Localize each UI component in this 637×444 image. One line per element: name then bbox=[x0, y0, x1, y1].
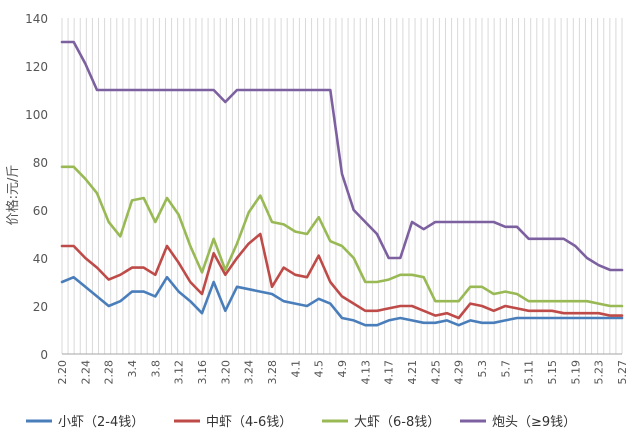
legend-label: 炮头（≥9钱） bbox=[492, 415, 576, 430]
x-tick-label: 4.17 bbox=[383, 360, 396, 385]
y-tick-label: 40 bbox=[33, 252, 48, 266]
y-tick-label: 140 bbox=[25, 12, 48, 26]
y-tick-label: 80 bbox=[33, 156, 48, 170]
series-layer bbox=[60, 40, 624, 327]
legend-item: 小虾（2-4钱） bbox=[26, 415, 144, 430]
x-tick-label: 3.24 bbox=[243, 360, 256, 385]
x-tick-label: 5.11 bbox=[523, 360, 536, 385]
x-tick-label: 3.12 bbox=[173, 360, 186, 385]
x-tick-label: 2.24 bbox=[79, 360, 92, 385]
x-tick-label: 3.16 bbox=[196, 360, 209, 385]
x-tick-labels: 2.20 2.24 2.28 3.4 3.8 3.12 3.16 3.20 3.24 3.28 4.… bbox=[56, 360, 629, 385]
legend: 小虾（2-4钱） 中虾（4-6钱） 大虾（6-8钱） 炮头（≥9钱） bbox=[26, 415, 576, 430]
x-tick-label: 4.9 bbox=[336, 360, 349, 378]
y-tick-label: 120 bbox=[25, 60, 48, 74]
x-tick-label: 4.29 bbox=[453, 360, 466, 385]
x-tick-label: 3.4 bbox=[126, 360, 139, 378]
x-tick-label: 4.5 bbox=[313, 360, 326, 378]
x-tick-label: 5.19 bbox=[569, 360, 582, 385]
y-tick-labels: 0 20 40 60 80 100 120 140 bbox=[25, 12, 48, 362]
x-tick-label: 5.3 bbox=[476, 360, 489, 378]
series-line-1 bbox=[60, 275, 624, 327]
series-line-2 bbox=[60, 232, 624, 320]
x-tick-label: 3.8 bbox=[149, 360, 162, 378]
legend-label: 中虾（4-6钱） bbox=[206, 415, 292, 430]
series-line-4 bbox=[60, 40, 624, 272]
y-tick-label: 20 bbox=[33, 300, 48, 314]
x-tick-label: 4.25 bbox=[429, 360, 442, 385]
legend-item: 中虾（4-6钱） bbox=[174, 415, 292, 430]
x-tick-label: 5.7 bbox=[499, 360, 512, 378]
legend-item: 大虾（6-8钱） bbox=[322, 415, 440, 430]
legend-item: 炮头（≥9钱） bbox=[460, 415, 576, 430]
series-line-3 bbox=[60, 165, 624, 308]
x-tick-label: 5.27 bbox=[616, 360, 629, 385]
legend-label: 大虾（6-8钱） bbox=[354, 415, 440, 430]
x-tick-label: 3.28 bbox=[266, 360, 279, 385]
x-tick-label: 4.21 bbox=[406, 360, 419, 385]
x-tick-label: 4.1 bbox=[289, 360, 302, 378]
grid-layer bbox=[61, 18, 623, 354]
x-tick-label: 5.23 bbox=[593, 360, 606, 385]
x-tick-label: 2.20 bbox=[56, 360, 69, 385]
legend-label: 小虾（2-4钱） bbox=[58, 415, 144, 430]
x-tick-label: 5.15 bbox=[546, 360, 559, 385]
y-axis-title: 价格:元/斤 bbox=[5, 165, 21, 226]
x-tick-label: 4.13 bbox=[359, 360, 372, 385]
x-tick-label: 2.28 bbox=[103, 360, 116, 385]
y-tick-label: 60 bbox=[33, 204, 48, 218]
x-tick-label: 3.20 bbox=[219, 360, 232, 385]
y-tick-label: 0 bbox=[40, 348, 48, 362]
y-tick-label: 100 bbox=[25, 108, 48, 122]
